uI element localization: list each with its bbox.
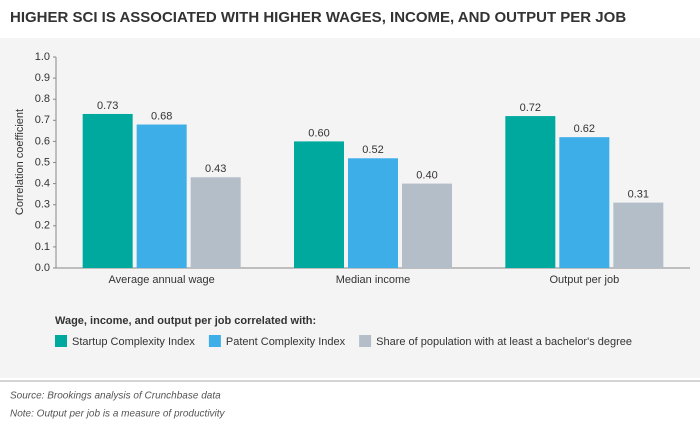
value-label: 0.31 bbox=[628, 188, 649, 200]
y-tick-label: 0.6 bbox=[35, 135, 50, 147]
bar bbox=[82, 113, 133, 268]
legend-label: Patent Complexity Index bbox=[226, 336, 346, 348]
x-tick-label: Output per job bbox=[549, 274, 619, 286]
x-tick-label: Median income bbox=[336, 274, 411, 286]
bar bbox=[294, 141, 344, 268]
y-tick-label: 0.3 bbox=[35, 199, 50, 211]
value-label: 0.43 bbox=[205, 163, 226, 175]
legend-title: Wage, income, and output per job correla… bbox=[55, 315, 316, 327]
legend-swatch bbox=[359, 335, 372, 347]
legend-label: Startup Complexity Index bbox=[72, 336, 195, 348]
bar bbox=[402, 183, 452, 268]
y-axis-label: Correlation coefficient bbox=[14, 109, 26, 215]
y-tick-label: 0.2 bbox=[35, 220, 50, 232]
value-label: 0.73 bbox=[97, 100, 118, 112]
y-tick-label: 0.0 bbox=[35, 262, 50, 274]
y-tick-label: 0.9 bbox=[35, 72, 50, 84]
bar bbox=[613, 202, 664, 268]
legend-label: Share of population with at least a bach… bbox=[376, 336, 632, 348]
bar bbox=[348, 158, 398, 268]
value-label: 0.40 bbox=[416, 170, 437, 182]
value-label: 0.68 bbox=[151, 110, 172, 122]
value-label: 0.72 bbox=[520, 102, 541, 114]
bar bbox=[190, 177, 241, 268]
value-label: 0.52 bbox=[362, 144, 383, 156]
x-tick-label: Average annual wage bbox=[109, 274, 215, 286]
y-tick-label: 0.4 bbox=[35, 178, 50, 190]
bar bbox=[136, 124, 187, 269]
chart-title: HIGHER SCI IS ASSOCIATED WITH HIGHER WAG… bbox=[10, 9, 626, 26]
y-tick-label: 1.0 bbox=[35, 51, 50, 63]
y-tick-label: 0.8 bbox=[35, 93, 50, 105]
legend-swatch bbox=[55, 335, 67, 347]
source: Source: Brookings analysis of Crunchbase… bbox=[10, 391, 221, 402]
value-label: 0.60 bbox=[308, 127, 329, 139]
value-label: 0.62 bbox=[574, 123, 595, 135]
bar bbox=[505, 116, 556, 268]
bar bbox=[559, 137, 610, 268]
y-tick-label: 0.7 bbox=[35, 114, 50, 126]
y-tick-label: 0.1 bbox=[35, 241, 50, 253]
y-tick-label: 0.5 bbox=[35, 156, 50, 168]
legend-swatch bbox=[208, 335, 221, 347]
note: Note: Output per job is a measure of pro… bbox=[10, 409, 226, 420]
